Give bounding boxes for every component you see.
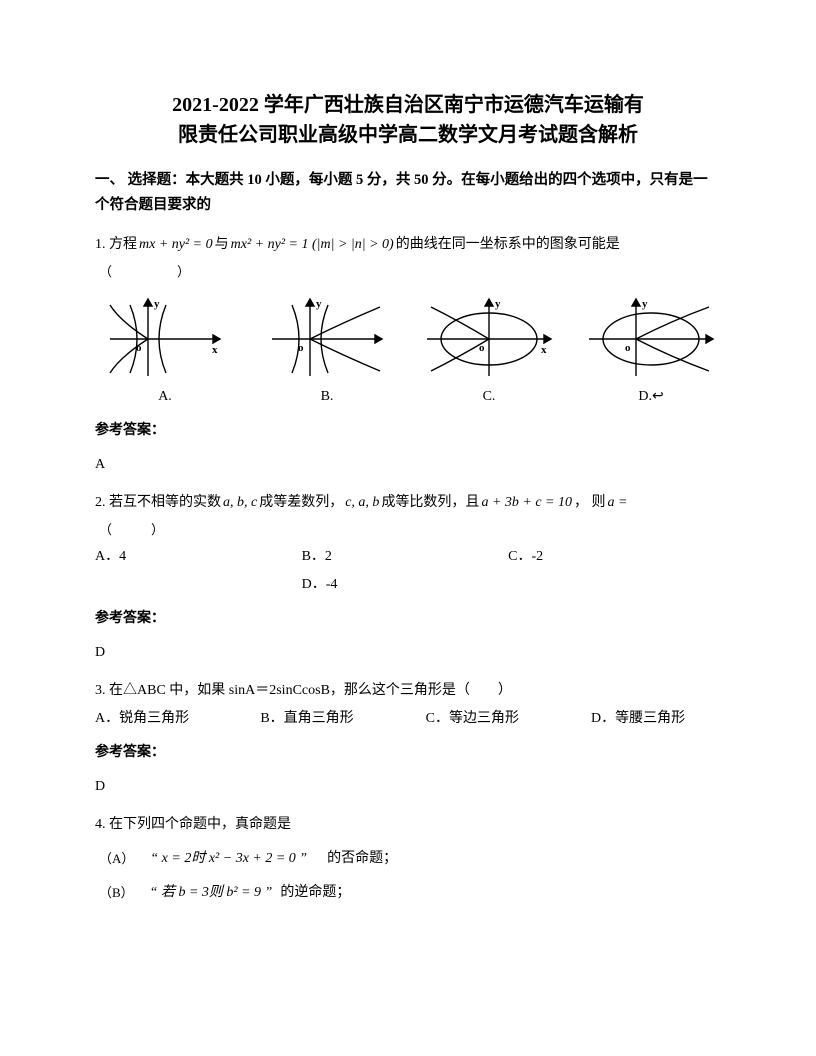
- q1-fig-c-label: C.: [419, 383, 559, 411]
- q2-paren: （ ）: [99, 517, 721, 543]
- q2-opt-c: C．-2: [508, 543, 715, 571]
- q1-equation-1: mx + ny² = 0: [137, 231, 215, 259]
- q1-fig-c: o y x C.: [419, 291, 559, 411]
- q3-opt-b: B．直角三角形: [260, 705, 390, 733]
- q1-fig-d-label: D.↩: [581, 383, 721, 411]
- q2-pre: 2. 若互不相等的实数: [95, 489, 221, 517]
- svg-text:o: o: [625, 342, 631, 354]
- svg-text:x: x: [541, 344, 547, 356]
- svg-text:x: x: [212, 344, 218, 356]
- q1-paren: （ ）: [99, 259, 721, 285]
- q4-b-label: （B）: [99, 880, 134, 906]
- q2-mid1: 成等差数列，: [259, 489, 343, 517]
- svg-text:y: y: [642, 298, 648, 310]
- question-2: 2. 若互不相等的实数 a, b, c 成等差数列， c, a, b 成等比数列…: [95, 489, 721, 667]
- svg-text:o: o: [136, 342, 142, 354]
- title-line-1: 2021-2022 学年广西壮族自治区南宁市运德汽车运输有: [95, 90, 721, 120]
- q1-fig-d: o y D.↩: [581, 291, 721, 411]
- q4-stmt-b: （B） “ 若 b = 3则 b² = 9 ” 的逆命题；: [95, 879, 721, 907]
- q4-text: 4. 在下列四个命题中，真命题是: [95, 811, 721, 839]
- svg-text:y: y: [316, 298, 322, 310]
- q3-opt-c: C．等边三角形: [426, 705, 556, 733]
- question-1: 1. 方程 mx + ny² = 0 与 mx² + ny² = 1 (|m| …: [95, 231, 721, 479]
- q4-b-equation: “ 若 b = 3则 b² = 9 ”: [148, 879, 275, 907]
- q1-answer-header: 参考答案：: [95, 417, 721, 445]
- section-header: 一、 选择题：本大题共 10 小题，每小题 5 分，共 50 分。在每小题给出的…: [95, 168, 721, 217]
- svg-text:o: o: [298, 342, 304, 354]
- q4-stmt-a: （A） “ x = 2时 x² − 3x + 2 = 0 ” 的否命题；: [95, 845, 721, 873]
- q2-opt-a: A．4: [95, 543, 302, 571]
- svg-text:y: y: [154, 298, 160, 310]
- svg-text:o: o: [479, 342, 485, 354]
- q1-mid: 与: [215, 231, 229, 259]
- q1-post: 的曲线在同一坐标系中的图象可能是: [396, 231, 620, 259]
- q3-options: A．锐角三角形 B．直角三角形 C．等边三角形 D．等腰三角形: [95, 705, 721, 733]
- q4-a-equation: “ x = 2时 x² − 3x + 2 = 0 ”: [148, 845, 309, 873]
- q1-answer: A: [95, 451, 721, 479]
- q2-vars-2: c, a, b: [343, 489, 381, 517]
- q1-figures: o x y A. o: [95, 291, 721, 411]
- q1-fig-b: o y B.: [257, 291, 397, 411]
- q1-pre: 1. 方程: [95, 231, 137, 259]
- question-4: 4. 在下列四个命题中，真命题是 （A） “ x = 2时 x² − 3x + …: [95, 811, 721, 907]
- q4-a-label: （A）: [99, 846, 134, 872]
- q3-opt-d: D．等腰三角形: [591, 705, 721, 733]
- q3-answer-header: 参考答案：: [95, 739, 721, 767]
- q4-b-post: 的逆命题；: [280, 879, 350, 907]
- q1-equation-2: mx² + ny² = 1 (|m| > |n| > 0): [229, 231, 396, 259]
- q2-answer-header: 参考答案：: [95, 605, 721, 633]
- q2-answer: D: [95, 639, 721, 667]
- q2-opt-b: B．2: [302, 543, 509, 571]
- q3-text: 3. 在△ABC 中，如果 sinA＝2sinCcosB，那么这个三角形是（ ）: [95, 677, 721, 705]
- q2-equation: a + 3b + c = 10: [479, 489, 574, 517]
- q1-fig-b-label: B.: [257, 383, 397, 411]
- q2-mid2: 成等比数列，且: [381, 489, 479, 517]
- q2-mid3: ， 则: [574, 489, 606, 517]
- q3-answer: D: [95, 773, 721, 801]
- q2-vars-1: a, b, c: [221, 489, 259, 517]
- title-line-2: 限责任公司职业高级中学高二数学文月考试题含解析: [95, 120, 721, 150]
- q3-opt-a: A．锐角三角形: [95, 705, 225, 733]
- q2-vars-3: a =: [606, 489, 630, 517]
- q4-a-post: 的否命题；: [327, 845, 397, 873]
- q2-opt-d: D．-4: [302, 571, 509, 599]
- q1-fig-a: o x y A.: [95, 291, 235, 411]
- svg-text:y: y: [495, 298, 501, 310]
- question-3: 3. 在△ABC 中，如果 sinA＝2sinCcosB，那么这个三角形是（ ）…: [95, 677, 721, 801]
- q1-fig-a-label: A.: [95, 383, 235, 411]
- q2-options: A．4 B．2 C．-2 D．-4: [95, 543, 721, 599]
